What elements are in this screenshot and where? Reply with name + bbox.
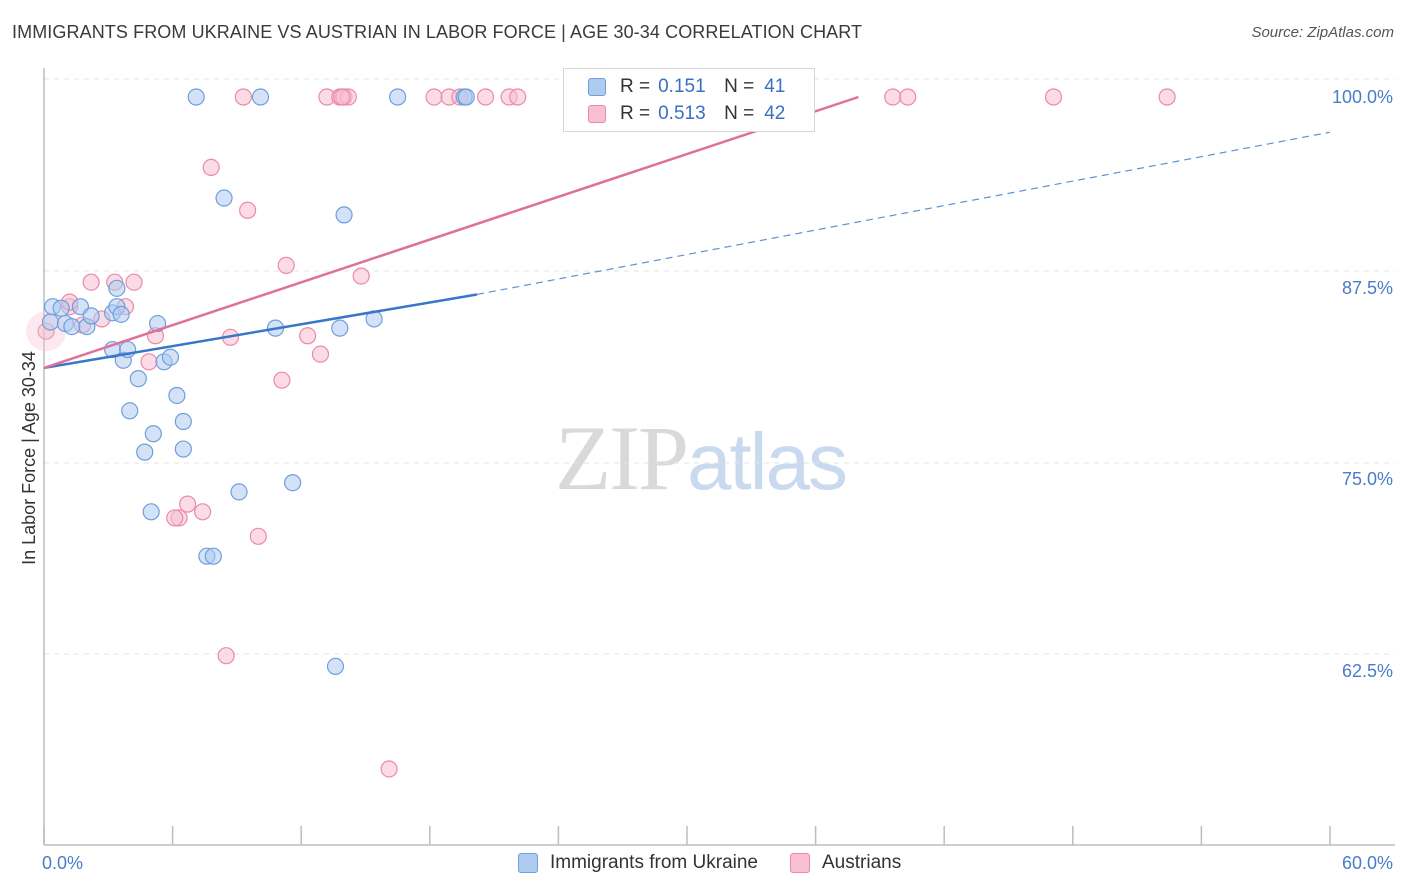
austrians-point-14 [194,503,212,521]
legend-swatch-austrians [790,853,810,873]
ukraine-point-23 [144,425,162,443]
austrians-points [26,88,1176,778]
ukraine-point-28 [215,189,233,207]
legend-swatch-austrians [588,105,606,123]
ukraine-point-21 [174,412,192,431]
ukraine-point-24 [136,443,154,461]
austrians-point-26 [234,88,252,106]
austrians-point-25 [380,760,398,778]
legend-label-ukraine: Immigrants from Ukraine [550,852,758,873]
y-tick-label: 62.5% [1342,661,1393,681]
ukraine-point-20 [168,386,186,405]
ukraine-point-40 [457,88,475,106]
ukraine-point-36 [187,88,205,106]
tick-labels: 100.0% 87.5% 75.0% 62.5% 0.0% 60.0% [42,87,1393,873]
stats-legend: R = 0.151 N = 41 R = 0.513 N = 42 [563,68,815,132]
ukraine-point-38 [389,88,407,106]
legend-r-value: 0.151 [658,76,706,97]
ukraine-point-37 [251,88,270,106]
ukraine-point-0 [41,313,60,331]
legend-label-austrians: Austrians [822,852,902,873]
y-tick-label: 100.0% [1332,87,1393,107]
chart-title: IMMIGRANTS FROM UKRAINE VS AUSTRIAN IN L… [12,22,863,42]
ukraine-point-29 [230,483,248,501]
watermark-atlas: atlas [687,417,848,506]
legend-row-ukraine: R = 0.151 N = 41 [588,74,785,100]
watermark: ZIPatlas [555,405,848,511]
legend-item-austrians[interactable]: Austrians [790,852,901,874]
austrians-point-4 [82,273,100,291]
austrians-point-34 [476,88,495,106]
austrians-point-39 [1044,88,1063,106]
austrians-point-23 [311,345,330,363]
austrians-point-24 [352,267,370,285]
austrians-point-40 [1158,88,1176,106]
ukraine-point-35 [326,657,345,676]
trend-lines [43,95,1331,370]
austrians-point-31 [425,88,443,106]
austrians-point-13 [179,495,197,513]
austrians-point-8 [125,273,143,291]
austrians-point-22 [299,327,317,345]
austrians-point-16 [217,647,235,665]
series-legend: Immigrants from Ukraine Austrians [518,852,933,874]
ukraine-point-2 [52,299,70,317]
ukraine-point-7 [82,307,100,325]
watermark-zip: ZIP [555,407,689,509]
austrians-point-37 [884,88,902,106]
source-label: Source: ZipAtlas.com [1251,24,1394,41]
legend-row-austrians: R = 0.513 N = 42 [588,101,785,127]
y-tick-label: 87.5% [1342,278,1393,298]
austrians-point-41 [333,88,351,106]
austrians-point-20 [273,371,291,389]
austrians-point-12 [166,509,184,527]
ukraine-point-32 [331,319,349,337]
y-axis-label: In Labor Force | Age 30-34 [19,351,39,565]
ukraine-point-11 [108,279,126,297]
legend-r-label: R = [620,76,651,97]
legend-n-label: N = [724,103,755,124]
austrians-point-38 [899,88,917,106]
austrians-point-15 [202,158,220,177]
ukraine-point-19 [161,348,180,366]
ukraine-point-22 [174,440,192,458]
ukraine-point-31 [284,474,302,492]
ukraine-trend-extension [476,131,1331,296]
austrians-point-19 [249,527,267,545]
legend-swatch-ukraine [518,853,538,873]
legend-n-value: 42 [764,103,786,124]
ukraine-point-27 [204,547,222,565]
austrians-point-18 [239,201,257,219]
austrians-point-21 [277,256,295,274]
ukraine-point-16 [121,402,139,420]
ukraine-point-25 [142,503,160,521]
ukraine-point-15 [129,370,147,388]
legend-r-value: 0.513 [658,103,706,124]
legend-item-ukraine[interactable]: Immigrants from Ukraine [518,852,758,874]
grid [44,78,1395,655]
austrians-point-36 [509,88,527,106]
legend-swatch-ukraine [588,78,606,96]
austrians-trend-line [43,95,859,370]
ukraine-point-4 [63,318,81,336]
axes [43,68,1395,846]
y-tick-label: 75.0% [1342,469,1393,489]
legend-n-label: N = [724,76,755,97]
ukraine-point-10 [112,305,130,323]
x-tick-label: 0.0% [42,853,83,873]
x-tick-label: 60.0% [1342,853,1393,873]
ukraine-points [41,88,475,676]
legend-r-label: R = [620,103,651,124]
ukraine-point-33 [335,206,353,224]
ukraine-trend-line [43,293,478,370]
legend-n-value: 41 [764,76,786,97]
austrians-point-9 [140,353,158,371]
